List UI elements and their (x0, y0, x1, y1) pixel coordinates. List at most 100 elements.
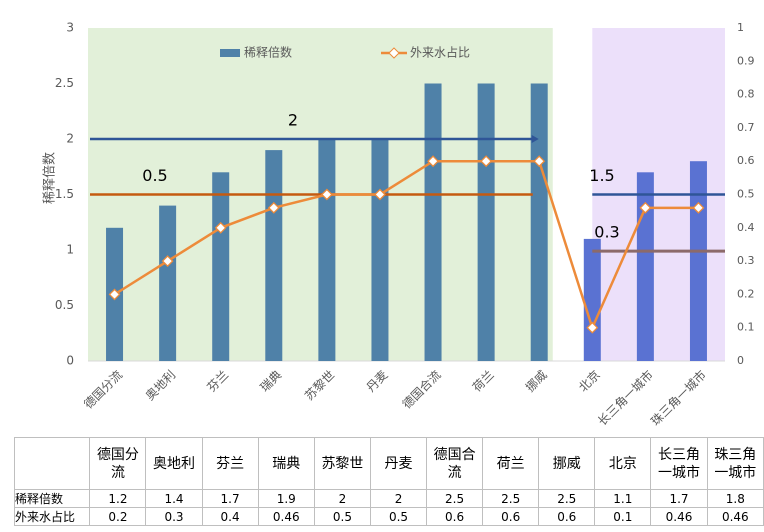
line-marker (692, 201, 705, 214)
y2-tick-label: 0.9 (737, 54, 755, 67)
line-marker (267, 201, 280, 214)
table-cell: 0.3 (145, 507, 203, 526)
table-cell: 1.1 (594, 489, 652, 508)
x-tick-label: 德国合流 (399, 367, 444, 412)
line-marker (374, 188, 386, 201)
table-header-cell: 长三角一城市 (650, 437, 708, 490)
line-marker (320, 188, 333, 201)
table-header-cell: 苏黎世 (313, 437, 371, 490)
chart: 稀释倍数 0 0.5 1 1.5 2 2.5 3 0 0.1 0.2 0.3 0.4 0.5 0.6 0.7… (43, 21, 755, 429)
table-row-label: 稀释倍数 (13, 489, 91, 508)
table-row: 稀释倍数 1.2 1.4 1.7 1.9 2 2 2.5 2.5 2.5 1.1 1.7 1.8 (13, 489, 764, 508)
line-marker (108, 288, 121, 301)
table-cell: 0.5 (369, 507, 428, 526)
table-cell: 2 (369, 489, 428, 508)
x-tick-label: 德国分流 (81, 367, 126, 412)
bar (424, 83, 442, 361)
line-marker (427, 155, 439, 168)
table-row-label: 外来水占比 (13, 507, 91, 526)
y-tick-label: 2 (66, 132, 74, 146)
x-tick-label: 瑞典 (258, 368, 285, 395)
table-cell: 0.46 (257, 507, 315, 526)
table-cell: 0.4 (201, 507, 259, 526)
x-tick-label: 芬兰 (204, 368, 231, 395)
x-tick-label: 北京 (576, 368, 603, 395)
line-marker (586, 321, 599, 334)
x-tick-label: 长三角一城市 (594, 367, 656, 429)
table-cell: 2.5 (426, 489, 484, 508)
table-row: 外来水占比 0.2 0.3 0.4 0.46 0.5 0.5 0.6 0.6 0.6 0.1 0.46… (13, 507, 764, 526)
table-header-cell: 挪威 (538, 437, 596, 490)
table-header-row: 德国分流 奥地利 芬兰 瑞典 苏黎世 丹麦 德国合流 荷兰 挪威 北京 长三角一城市 珠三角一城市 (13, 437, 764, 490)
line-marker (533, 155, 546, 168)
table-cell: 1.7 (201, 489, 259, 508)
table-cell: 1.2 (89, 489, 147, 508)
bar (371, 139, 389, 361)
y2-tick-label: 0.6 (737, 154, 755, 167)
table-cell: 2.5 (538, 489, 596, 508)
y2-tick-label: 0.1 (737, 321, 755, 334)
y2-tick-label: 0.4 (737, 221, 755, 234)
table-header-cell: 芬兰 (201, 437, 259, 490)
line-marker (480, 155, 493, 168)
table-header-cell: 丹麦 (369, 437, 428, 490)
table-cell: 0.6 (538, 507, 596, 526)
line-marker (639, 201, 652, 214)
data-table: 德国分流 奥地利 芬兰 瑞典 苏黎世 丹麦 德国合流 荷兰 挪威 北京 长三角一城市 珠三角一城市 稀释… (13, 437, 764, 526)
y2-tick-label: 0.8 (737, 88, 755, 101)
bar (265, 150, 283, 361)
y2-tick-label: 0.7 (737, 121, 755, 134)
arrow-head (531, 135, 539, 143)
x-tick-label: 挪威 (523, 368, 550, 395)
table-header-cell: 德国合流 (426, 437, 484, 490)
table-cell: 0.5 (313, 507, 371, 526)
y-tick-label: 2.5 (55, 76, 74, 90)
table-header-cell: 北京 (594, 437, 652, 490)
y2-tick-label: 0.2 (737, 287, 755, 300)
x-tick-label: 丹麦 (364, 368, 391, 395)
table-cell: 1.8 (706, 489, 764, 508)
y2-tick-label: 0 (737, 354, 744, 367)
line-series (113, 159, 699, 332)
x-tick-label: 荷兰 (470, 368, 497, 395)
bar (583, 238, 601, 361)
legend-marker (388, 47, 400, 59)
y2-tick-label: 1 (737, 21, 744, 34)
reference-label: 0.3 (594, 223, 619, 242)
bar (689, 161, 707, 361)
table-corner (13, 437, 91, 490)
reference-label: 1.5 (589, 166, 614, 185)
table-header-cell: 瑞典 (257, 437, 315, 490)
bar (212, 172, 230, 361)
table-header-cell: 德国分流 (89, 437, 147, 490)
bar (318, 139, 336, 361)
y2-tick-label: 0.5 (737, 188, 755, 201)
x-tick-label: 奥地利 (143, 368, 178, 403)
table-cell: 0.46 (706, 507, 764, 526)
y-tick-label: 0 (66, 354, 74, 368)
reference-label: 2 (288, 111, 298, 130)
line-marker (161, 255, 174, 268)
table-header-cell: 珠三角一城市 (706, 437, 764, 490)
table-cell: 0.1 (594, 507, 652, 526)
y-tick-label: 1 (66, 243, 74, 257)
legend-label: 稀释倍数 (244, 45, 292, 60)
table-cell: 0.6 (482, 507, 540, 526)
bar (477, 83, 495, 361)
reference-label: 0.5 (142, 166, 167, 185)
table-cell: 2 (313, 489, 371, 508)
table-cell: 1.9 (257, 489, 315, 508)
y-tick-label: 0.5 (55, 298, 74, 312)
x-tick-label: 珠三角一城市 (648, 367, 710, 429)
bar (636, 172, 654, 361)
table-cell: 2.5 (482, 489, 540, 508)
bar (159, 205, 177, 361)
x-tick-label: 苏黎世 (302, 368, 337, 403)
y-tick-label: 3 (66, 21, 74, 35)
table-cell: 0.46 (650, 507, 708, 526)
bar (530, 83, 548, 361)
table-cell: 1.4 (145, 489, 203, 508)
table-cell: 1.7 (650, 489, 708, 508)
table-header-cell: 奥地利 (145, 437, 203, 490)
